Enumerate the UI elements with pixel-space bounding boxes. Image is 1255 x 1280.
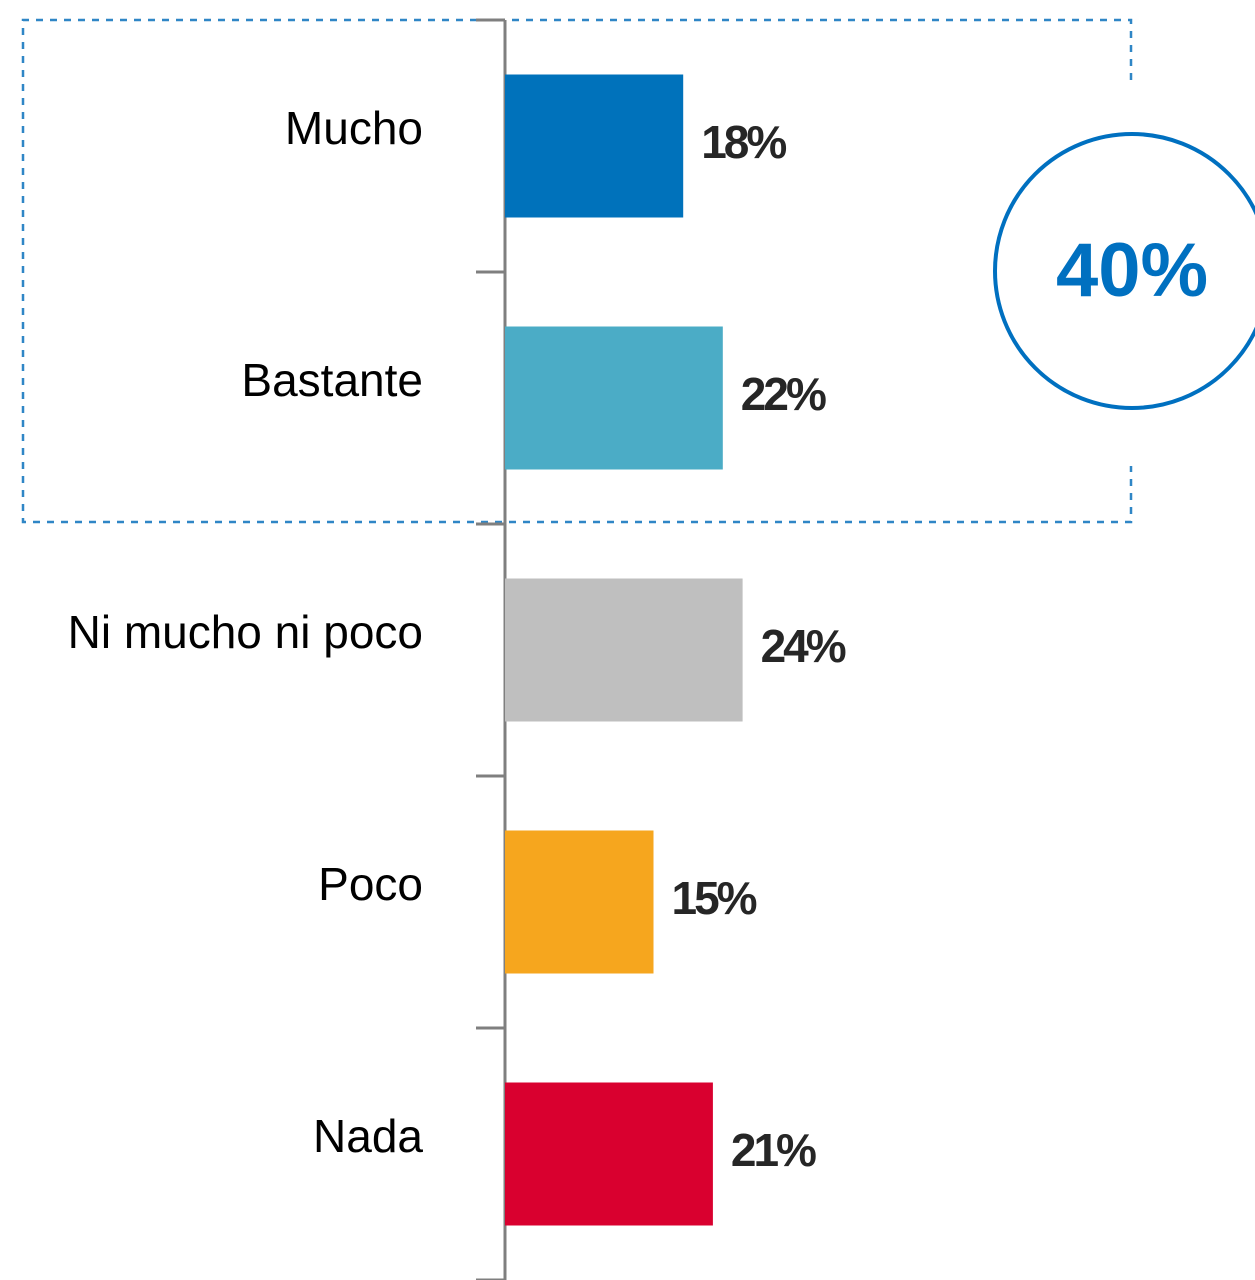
category-label: Mucho: [285, 102, 423, 154]
category-label: Bastante: [241, 354, 423, 406]
value-label: 24%: [761, 620, 846, 672]
category-label: Poco: [318, 858, 423, 910]
value-label: 22%: [741, 368, 826, 420]
bar: [505, 326, 723, 470]
annotation-circle: [993, 132, 1255, 410]
value-label: 21%: [731, 1124, 816, 1176]
bar: [505, 74, 684, 218]
group-box: [21, 18, 1133, 524]
value-label: 18%: [701, 116, 786, 168]
bar: [505, 1082, 713, 1226]
category-label: Nada: [313, 1110, 423, 1162]
bar: [505, 830, 654, 974]
category-label: Ni mucho ni poco: [68, 606, 423, 658]
bar: [505, 578, 743, 722]
value-label: 15%: [672, 872, 757, 924]
annotation: 40%: [1056, 228, 1208, 313]
